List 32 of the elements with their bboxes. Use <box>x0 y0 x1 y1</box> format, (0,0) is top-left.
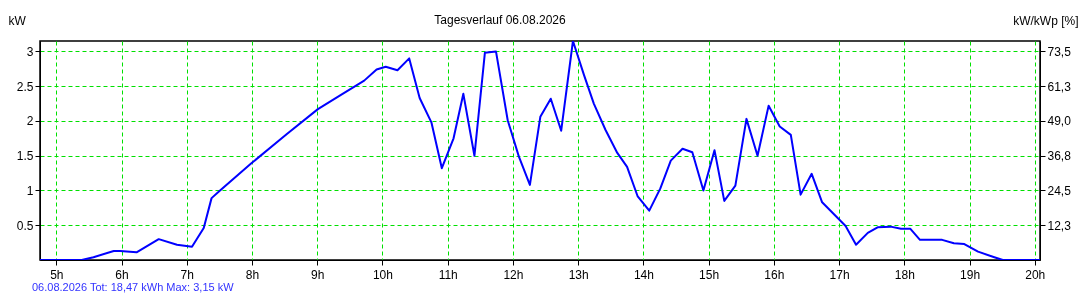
text: 06.08.2026 Tot: 18,47 kWh Max: 3,15 kW <box>32 281 235 293</box>
y2-tick-label: 49,0 <box>1047 114 1072 129</box>
x-tick-label: 13h <box>568 267 589 282</box>
x-tick-label: 17h <box>829 267 850 282</box>
x-tick-label: 18h <box>894 267 915 282</box>
y2-tick-label: 73,5 <box>1047 45 1072 59</box>
x-tick-label: 15h <box>699 267 720 282</box>
y2-tick-label: 36,8 <box>1047 149 1072 164</box>
x-tick-label: 8h <box>245 267 260 282</box>
y-tick-label: 2 <box>26 114 34 129</box>
x-tick-label: 5h <box>50 267 64 282</box>
y2-axis-title: kW/kWp [%] <box>1013 13 1079 28</box>
y2-tick-label: 24,5 <box>1047 184 1072 198</box>
x-tick-label: 6h <box>115 267 129 282</box>
x-tick-label: 12h <box>503 267 524 282</box>
x-tick-label: 16h <box>764 267 785 282</box>
x-tick-label: 7h <box>180 267 194 282</box>
x-tick-label: 14h <box>633 267 654 282</box>
y-tick-label: 2.5 <box>16 79 34 94</box>
y-tick-label: 1 <box>26 183 34 198</box>
y-tick-label: 0.5 <box>16 218 34 233</box>
x-tick-label: 10h <box>372 267 393 282</box>
y2-tick-label: 61,3 <box>1047 79 1072 94</box>
y-axis-title: kW <box>8 13 27 28</box>
x-tick-label: 20h <box>1025 267 1046 282</box>
x-tick-label: 9h <box>311 267 325 282</box>
chart-title: Tagesverlauf 06.08.2026 <box>434 13 567 27</box>
x-tick-label: 19h <box>960 267 981 282</box>
x-tick-label: 11h <box>438 267 458 282</box>
y-tick-label: 3 <box>26 44 34 59</box>
y2-tick-label: 12,3 <box>1047 218 1072 233</box>
y-tick-label: 1.5 <box>16 149 34 164</box>
